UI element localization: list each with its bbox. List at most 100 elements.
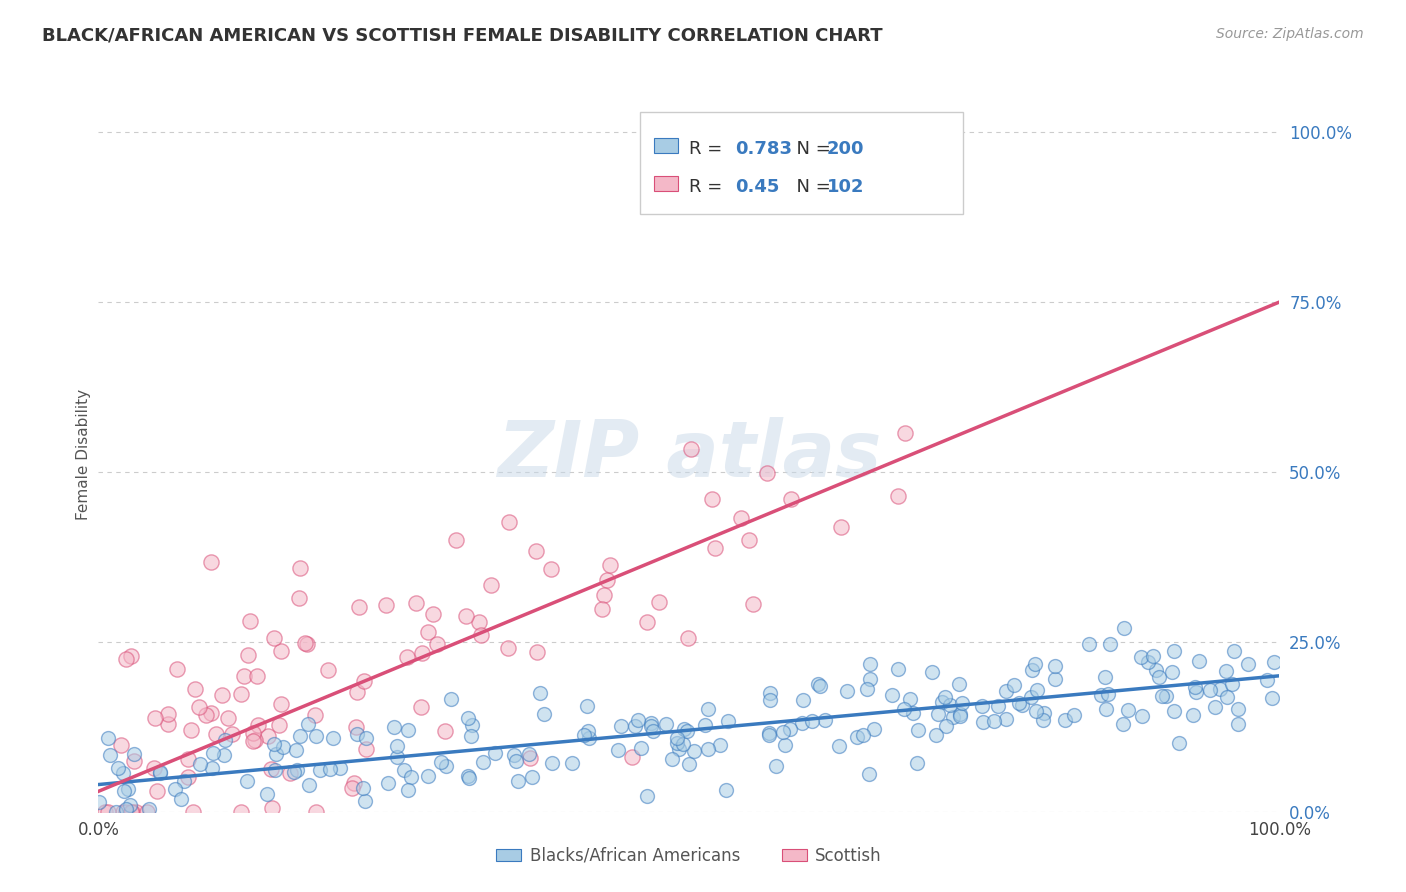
Point: [1011, 698, 1033, 713]
Point: [396, 782, 419, 797]
Point: [846, 730, 869, 744]
Point: [236, 648, 259, 663]
Point: [377, 776, 399, 790]
Point: [1237, 657, 1260, 671]
Point: [668, 741, 690, 756]
Point: [880, 688, 903, 702]
Point: [901, 706, 924, 721]
Point: [470, 628, 492, 642]
Point: [775, 738, 797, 752]
Point: [591, 602, 613, 616]
Point: [260, 762, 283, 776]
Point: [939, 698, 962, 712]
Point: [156, 717, 179, 731]
Point: [765, 758, 787, 772]
Point: [264, 747, 287, 761]
Point: [396, 723, 419, 737]
Point: [808, 679, 831, 693]
Point: [304, 708, 326, 723]
Point: [111, 805, 134, 819]
Point: [522, 770, 544, 784]
Point: [696, 742, 718, 756]
Point: [730, 510, 752, 524]
Point: [454, 609, 477, 624]
Point: [672, 738, 695, 752]
Point: [1097, 687, 1119, 701]
Point: [995, 712, 1018, 726]
Text: 0.45: 0.45: [735, 178, 780, 195]
Point: [149, 765, 172, 780]
Point: [970, 698, 993, 713]
Point: [606, 743, 628, 757]
Point: [1025, 683, 1047, 698]
Point: [1209, 682, 1232, 697]
Point: [457, 769, 479, 783]
Point: [264, 763, 287, 777]
Point: [1142, 649, 1164, 664]
Point: [111, 765, 134, 780]
Point: [1226, 716, 1249, 731]
Point: [125, 805, 148, 819]
Point: [1130, 709, 1153, 723]
Point: [1099, 636, 1122, 650]
Point: [1261, 691, 1284, 706]
Point: [1019, 690, 1042, 705]
Point: [309, 763, 332, 777]
Point: [1045, 658, 1067, 673]
Point: [949, 707, 972, 722]
Point: [596, 573, 619, 587]
Text: 102: 102: [827, 178, 865, 195]
Text: N =: N =: [785, 140, 837, 158]
Point: [221, 727, 243, 741]
Point: [741, 598, 763, 612]
Point: [1021, 663, 1043, 677]
Point: [772, 724, 794, 739]
Point: [533, 706, 555, 721]
Point: [714, 782, 737, 797]
Point: [458, 771, 481, 785]
Point: [471, 756, 494, 770]
Point: [561, 756, 583, 770]
Point: [120, 805, 142, 819]
Point: [578, 731, 600, 746]
Point: [709, 738, 731, 752]
Point: [1112, 716, 1135, 731]
Point: [298, 778, 321, 792]
Point: [905, 756, 928, 770]
Point: [1144, 663, 1167, 677]
Point: [87, 796, 110, 810]
Point: [122, 754, 145, 768]
Point: [411, 646, 433, 660]
Point: [935, 719, 957, 733]
Point: [636, 615, 658, 629]
Point: [382, 720, 405, 734]
Point: [592, 588, 614, 602]
Point: [1204, 700, 1226, 714]
Point: [418, 769, 440, 783]
Point: [352, 780, 374, 795]
Point: [120, 649, 142, 664]
Point: [737, 533, 759, 547]
Point: [1063, 708, 1085, 723]
Point: [297, 716, 319, 731]
Point: [995, 683, 1018, 698]
Point: [115, 805, 138, 819]
Point: [107, 761, 129, 775]
Point: [576, 724, 599, 739]
Point: [672, 722, 695, 736]
Point: [1199, 683, 1222, 698]
Point: [217, 710, 239, 724]
Point: [290, 729, 312, 743]
Point: [205, 727, 228, 741]
Point: [94, 805, 117, 819]
Point: [508, 774, 530, 789]
Point: [972, 714, 994, 729]
Point: [758, 725, 780, 739]
Point: [247, 718, 270, 732]
Point: [260, 801, 283, 815]
Point: [1136, 655, 1159, 669]
Point: [682, 744, 704, 758]
Point: [195, 708, 218, 723]
Point: [1256, 673, 1278, 688]
Point: [949, 708, 972, 723]
